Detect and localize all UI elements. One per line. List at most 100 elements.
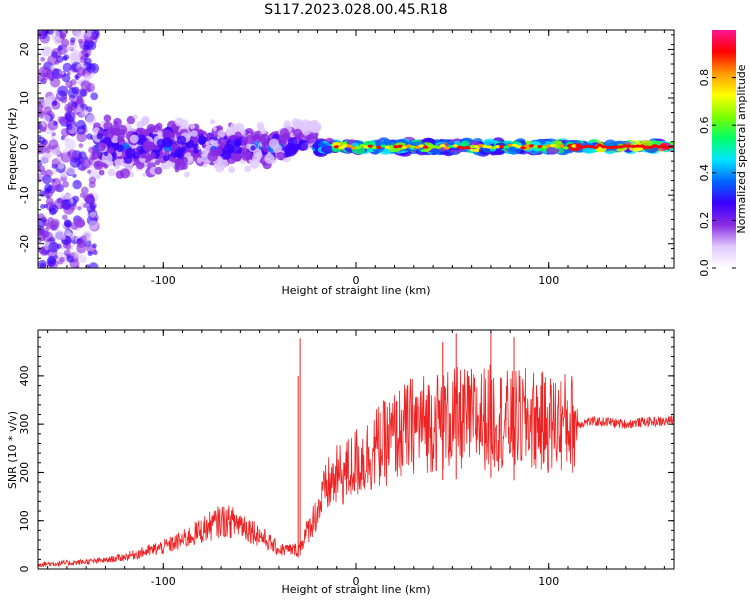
spectrogram-core-cell [350,146,357,150]
spectrogram-cell [72,180,82,190]
spectrogram-cell [142,172,147,177]
spectrogram-cell [259,134,271,145]
spectrogram-cell [63,219,72,227]
spectrogram-cell [135,145,145,155]
spectrogram-cell [61,73,71,83]
spectrogram-cell [69,156,81,168]
spectrogram-cell [45,197,54,206]
spectrogram-cell [59,32,66,39]
spectrogram-cell [70,79,77,86]
spectrogram-core-cell [647,145,654,149]
y-tick-label: -10 [18,186,31,204]
spectrogram-cell [297,122,305,130]
spectrogram-cell [232,152,242,162]
spectrogram-cell [234,131,242,139]
spectrogram-cell [80,186,89,195]
spectrogram-cell [306,134,316,144]
spectrogram-cell [120,158,125,163]
spectrogram-cell [174,148,184,158]
x-tick-label: -100 [151,575,176,588]
spectrogram-cell [79,89,88,97]
spectrogram-cell [196,157,203,164]
spectrogram-cell [43,97,52,105]
spectrogram-cell [244,134,255,146]
spectrogram-cell [507,146,521,155]
spectrogram-cell [92,243,97,249]
colorbar-tick-label: 0.6 [698,116,711,134]
spectrogram-cell [50,94,56,100]
spectrogram-cell [43,106,52,115]
spectrogram-core-cell [643,145,650,149]
spectrogram-y-ticks: -20 -10 0 10 20 [18,34,674,269]
spectrogram-core-cell [575,144,582,148]
spectrogram-cell [62,148,69,154]
spectrogram-cell [66,123,73,131]
spectrogram-cell [307,121,319,133]
spectrogram-cell [51,169,57,175]
spectrogram-core-cell [592,145,599,149]
snr-y-ticks: 0 100 200 300 400 [18,336,674,573]
spectrogram-cell [44,187,51,195]
spectrogram-cell [84,57,92,66]
x-tick-label: 100 [538,575,559,588]
spectrogram-cell [276,151,285,161]
spectrogram-cell [103,164,109,169]
spectrogram-cell [139,119,147,127]
spectrogram-cell [125,148,136,159]
spectrogram-cell [60,128,70,137]
x-tick-label: 0 [353,274,360,287]
spectrogram-cell [96,142,106,152]
spectrogram-cell [215,163,225,173]
spectrogram-cell [39,262,47,268]
spectrogram-cell [163,155,170,162]
spectrogram-cell [86,114,97,125]
spectrogram-cell [67,149,78,160]
spectrogram-core-cell [562,146,569,150]
spectrogram-core-cell [452,144,459,148]
spectrogram-cell [107,168,116,177]
spectrogram-cell [92,33,97,38]
spectrogram-cell [116,124,128,136]
spectrogram-cell [80,235,87,242]
spectrogram-cell [202,163,208,168]
spectrogram-cell [38,213,45,221]
spectrogram-cell [245,156,251,161]
spectrogram-core-cell [660,144,667,148]
spectrogram-core-cell [613,145,620,149]
spectrogram-core-cell [435,145,442,149]
spectrogram-cell [161,137,173,148]
spectrogram-core-cell [439,144,446,148]
spectrogram-cell [176,135,187,145]
spectrogram-cell [254,133,260,139]
spectrogram-cell [98,169,105,176]
spectrogram-cell [225,126,236,137]
colorbar-tick-label: 0.2 [698,212,711,230]
spectrogram-cell [78,99,85,106]
spectrogram-cell [45,169,53,177]
spectrogram-cell [57,85,69,97]
spectrogram-cell [299,141,308,151]
y-tick-label: 200 [18,462,31,483]
colorbar-ticks: 0.0 0.2 0.4 0.6 0.8 [698,69,736,277]
spectrogram-cell [46,153,52,158]
spectrogram-cell [80,166,86,171]
spectrogram-cell [155,122,163,130]
spectrogram-cell [61,199,72,210]
spectrogram-cell [489,151,497,156]
spectrogram-cell [260,130,265,135]
spectrogram-cell [62,62,72,72]
spectrogram-cell [192,143,199,150]
spectrogram-cell [40,46,51,57]
spectrogram-cell [76,240,85,248]
colorbar-tick-label: 0.4 [698,164,711,182]
spectrogram-cell [51,177,62,188]
spectrogram-cell [217,137,226,146]
spectrogram-cell [244,165,252,173]
spectrogram-cell [108,127,116,135]
spectrogram-cell [40,204,46,209]
spectrogram-core-cell [338,146,344,150]
spectrogram-core-cell [558,144,565,148]
spectrogram-cell [38,227,46,237]
spectrogram-cell [245,143,252,150]
spectrogram-cell [50,218,60,228]
